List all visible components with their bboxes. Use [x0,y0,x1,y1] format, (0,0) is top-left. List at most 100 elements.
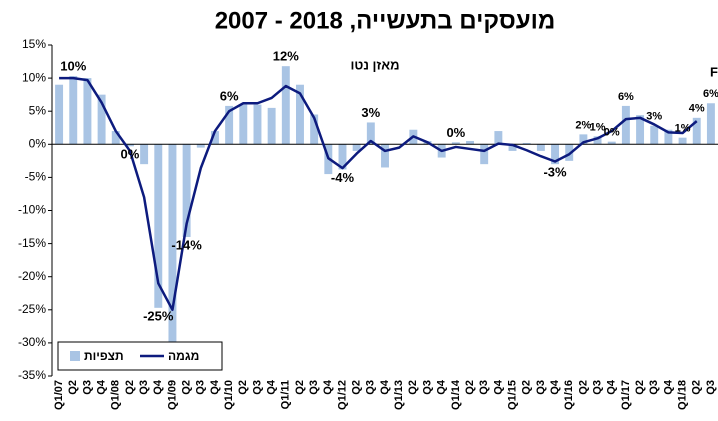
x-tick-label: Q2 [294,380,306,395]
annotation: F [710,64,718,79]
bar [366,122,375,145]
bar [310,114,319,145]
bar [536,144,545,151]
data-label: 2% [575,119,591,131]
data-label: -4% [331,170,355,185]
data-label: 12% [273,49,299,64]
data-label: 0% [604,127,620,139]
bar [692,117,701,145]
bar [636,115,645,145]
x-tick-label: Q2 [237,380,249,395]
data-label: 0% [121,147,140,162]
bar [55,84,64,145]
bar [352,144,361,151]
x-tick-label: Q1/12 [336,380,348,410]
bar [706,103,715,145]
legend-label: מגמה [168,349,199,363]
data-label: 6% [703,88,718,100]
bar [196,144,205,148]
bar [579,134,588,145]
data-label: 10% [60,59,86,74]
bar [267,107,276,145]
bar [466,140,474,145]
y-tick-label: -10% [18,203,46,217]
x-tick-label: Q4 [152,379,164,395]
bar [678,137,687,145]
bar [650,125,659,145]
data-label: 1% [590,121,606,133]
data-label: -25% [143,308,174,323]
x-tick-label: Q4 [266,379,278,395]
x-tick-label: Q4 [322,379,334,395]
bar [621,105,630,145]
x-tick-label: Q1/17 [620,380,632,410]
data-label: 6% [220,88,239,103]
x-tick-label: Q2 [407,380,419,395]
x-tick-label: Q4 [436,379,448,395]
data-label: 1% [675,123,691,135]
bar [522,142,531,145]
bar [69,76,78,145]
x-tick-label: Q3 [421,380,433,395]
bar [508,144,517,151]
legend-swatch [70,351,80,361]
x-tick-label: Q1/15 [506,380,518,410]
chart-title: מועסקים בתעשייה, 2018 - 2007 [215,7,556,34]
bar [494,131,503,145]
bar [111,131,120,145]
x-tick-label: Q3 [308,380,320,395]
bar [565,144,574,161]
y-tick-label: -25% [18,302,46,316]
bar [97,94,106,145]
y-tick-label: 15% [22,37,46,51]
x-tick-label: Q1/18 [676,380,688,410]
data-label: 6% [618,91,634,103]
bar [225,105,234,145]
data-label: 0% [446,125,465,140]
legend-box [57,341,223,371]
x-tick-label: Q4 [662,379,674,395]
y-tick-label: -20% [18,269,46,283]
x-tick-label: Q4 [96,379,108,395]
x-tick-label: Q4 [492,379,504,395]
x-tick-label: Q1/16 [563,380,575,410]
x-tick-label: Q4 [606,379,618,395]
x-tick-label: Q3 [591,380,603,395]
x-tick-label: Q1/07 [53,380,65,410]
x-tick-label: Q4 [379,379,391,395]
bar [182,144,191,237]
x-tick-label: Q3 [81,380,93,395]
bar [664,129,673,145]
bar [210,131,219,145]
bar [451,142,460,145]
x-tick-label: Q2 [521,380,533,395]
x-tick-label: Q1/11 [280,380,292,409]
y-tick-label: -30% [18,335,46,349]
x-tick-label: Q3 [138,380,150,395]
y-tick-label: 5% [29,103,47,117]
x-tick-label: Q2 [181,380,193,395]
x-tick-label: Q1/09 [166,380,178,410]
x-tick-label: Q2 [634,380,646,395]
x-tick-label: Q2 [351,380,363,395]
x-tick-label: Q3 [251,380,263,395]
bar [381,144,389,168]
x-tick-label: Q1/10 [223,380,235,410]
x-tick-label: Q4 [549,379,561,395]
bar [281,66,290,145]
x-tick-label: Q3 [195,380,207,395]
bar [125,144,134,147]
trend-line [59,76,698,312]
x-tick-label: Q1/13 [393,380,405,410]
legend-label: תצפיות [84,349,124,363]
x-tick-label: Q3 [705,380,717,395]
bar [253,104,262,145]
bar [551,144,560,165]
x-tick-label: Q3 [365,380,377,395]
data-label: 3% [646,111,662,123]
x-tick-label: Q3 [648,380,660,395]
x-tick-label: Q2 [577,380,589,395]
y-tick-label: 10% [22,70,46,84]
